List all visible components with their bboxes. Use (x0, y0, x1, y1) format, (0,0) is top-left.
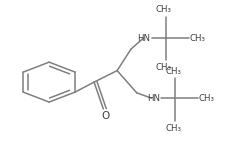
Text: CH₃: CH₃ (188, 34, 204, 43)
Text: CH₃: CH₃ (164, 67, 180, 76)
Text: HN: HN (137, 33, 149, 42)
Text: CH₃: CH₃ (155, 63, 171, 72)
Text: CH₃: CH₃ (198, 94, 214, 103)
Text: HN: HN (146, 94, 159, 103)
Text: CH₃: CH₃ (164, 124, 180, 133)
Text: O: O (101, 111, 109, 121)
Text: CH₃: CH₃ (155, 5, 171, 14)
